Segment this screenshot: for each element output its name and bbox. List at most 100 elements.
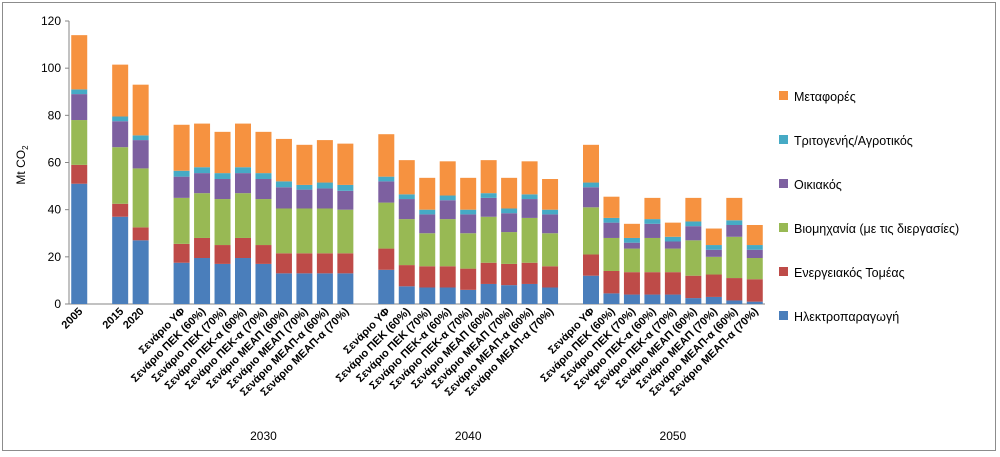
bar-segment — [705, 245, 722, 250]
bar-segment — [316, 253, 333, 274]
bar-segment — [664, 241, 681, 249]
legend-label: Ενεργειακός Τομέας — [794, 266, 905, 280]
bar-segment — [235, 258, 251, 304]
bar-segment — [337, 209, 354, 254]
bar-segment — [603, 196, 620, 218]
bar-segment — [603, 270, 620, 294]
bar-segment — [71, 183, 88, 304]
bar-segment — [275, 181, 292, 188]
bar-segment — [132, 227, 149, 241]
bar-segment — [746, 249, 763, 259]
bar-segment — [316, 182, 333, 189]
bar-segment — [112, 147, 129, 204]
bar-segment — [296, 208, 313, 254]
legend-label: Ηλεκτροπαραγωγή — [794, 310, 899, 324]
bar-segment — [337, 184, 354, 191]
bar-segment — [132, 168, 149, 228]
bar-segment — [583, 254, 599, 276]
bar-segment — [275, 208, 292, 254]
bar-segment — [173, 243, 190, 263]
y-tick-label: 100 — [41, 61, 61, 75]
bar-segment — [521, 199, 538, 218]
bar-segment — [194, 123, 211, 168]
legend-label: Μεταφορές — [794, 90, 856, 104]
bar-segment — [378, 176, 395, 182]
bar-segment — [255, 173, 272, 180]
bar-segment — [398, 286, 415, 304]
bar-segment — [194, 237, 211, 259]
bar-segment — [623, 248, 640, 273]
bar-segment — [255, 131, 272, 174]
bar-segment — [460, 268, 477, 290]
bar-segment — [644, 223, 661, 238]
bar-segment — [439, 200, 456, 220]
bar-segment — [337, 143, 354, 185]
bar-segment — [583, 275, 599, 304]
bar-segment — [275, 273, 292, 304]
legend-label: Οικιακός — [794, 178, 842, 192]
bar-segment — [460, 233, 477, 269]
bar-segment — [419, 266, 436, 288]
bar-segment — [398, 265, 415, 287]
bar-segment — [378, 134, 395, 177]
y-tick-label: 60 — [48, 156, 62, 170]
bar-segment — [214, 131, 231, 174]
bar-segment — [112, 64, 129, 117]
bar-segment — [439, 287, 456, 304]
bar-segment — [214, 245, 231, 264]
legend: Μεταφορές Τριτογενής/Αγροτικός Οικιακός Βιο… — [779, 90, 959, 324]
bar-segment — [296, 273, 313, 304]
bar-segment — [583, 144, 599, 183]
bar-segment — [419, 209, 436, 215]
bar-segment — [460, 177, 477, 210]
bar-segment — [583, 207, 599, 255]
bar-segment — [705, 256, 722, 275]
bar-segment — [521, 283, 538, 304]
bar-segment — [235, 123, 251, 168]
bar-segment — [419, 214, 436, 234]
bar-segment — [132, 84, 149, 136]
bar-segment — [623, 237, 640, 243]
bar-segment — [480, 197, 497, 217]
bar-segment — [460, 289, 477, 304]
bar-segment — [685, 275, 702, 299]
y-axis-label: Mt CO2 — [14, 145, 30, 185]
bar-segment — [644, 197, 661, 220]
bar-segment — [746, 245, 763, 250]
bar-segment — [439, 219, 456, 267]
y-tick-label: 40 — [48, 203, 62, 217]
bar-segment — [419, 287, 436, 304]
bar-segment — [603, 217, 620, 223]
bar-segment — [501, 208, 518, 214]
bar-segment — [501, 213, 518, 233]
bar-segment — [255, 245, 272, 264]
bar-segment — [664, 222, 681, 237]
bar-segment — [71, 94, 88, 121]
legend-swatch — [779, 267, 788, 276]
bar-segment — [644, 294, 661, 304]
bar-segment — [112, 116, 129, 122]
bar-segment — [623, 272, 640, 295]
bar-segment — [685, 221, 702, 227]
bar-segment — [214, 263, 231, 304]
bar-segment — [255, 179, 272, 200]
bar-segment — [173, 170, 190, 177]
bar-segment — [685, 226, 702, 241]
bar-segment — [746, 301, 763, 304]
bar-segment — [112, 121, 129, 148]
bar-segment — [542, 233, 559, 267]
bar-segment — [644, 237, 661, 273]
bar-segment — [705, 249, 722, 257]
bar-segment — [173, 124, 190, 171]
x-tick-label: 2005 — [60, 306, 86, 332]
bar-segment — [439, 161, 456, 196]
bar-segment — [316, 208, 333, 254]
legend-swatch — [779, 135, 788, 144]
bar-segment — [235, 237, 251, 259]
bar-segment — [173, 176, 190, 198]
bar-segment — [746, 258, 763, 280]
bar-segment — [644, 219, 661, 224]
bar-segment — [480, 283, 497, 304]
bar-segment — [132, 135, 149, 141]
